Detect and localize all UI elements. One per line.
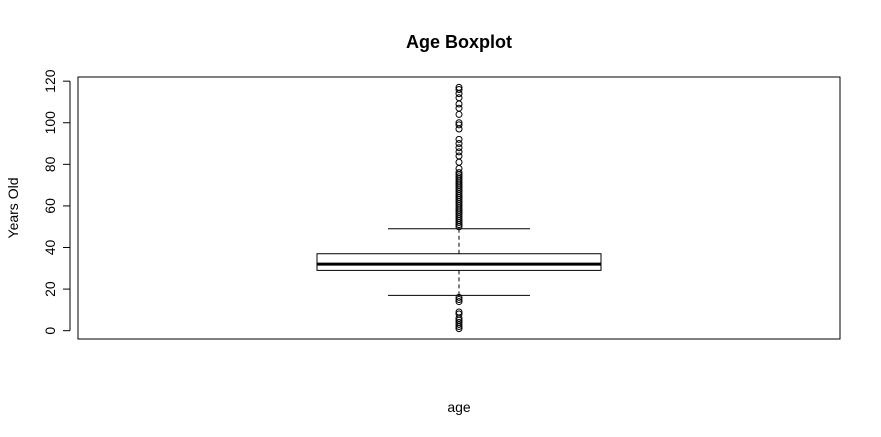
outlier-point <box>455 308 463 316</box>
outlier-point <box>455 135 463 143</box>
interquartile-box <box>316 253 602 271</box>
outlier-points <box>455 83 463 333</box>
boxplot <box>316 228 602 296</box>
plot-frame <box>77 76 841 340</box>
outlier-point <box>455 148 463 156</box>
outlier-point <box>455 318 463 326</box>
outlier-point <box>455 121 463 129</box>
outlier-point <box>455 158 463 166</box>
y-tick-label: 20 <box>42 281 58 297</box>
outlier-point <box>455 164 463 172</box>
y-axis: 0 20 40 60 80 100 120 <box>42 69 71 335</box>
y-tick-label: 40 <box>42 240 58 256</box>
outlier-point <box>455 110 463 118</box>
outlier-point <box>455 295 463 303</box>
outlier-point <box>455 173 463 181</box>
y-tick-label: 80 <box>42 156 58 172</box>
x-axis-label: age <box>447 399 471 415</box>
outlier-point <box>455 298 463 306</box>
outlier-point <box>455 169 463 177</box>
outlier-point <box>455 140 463 148</box>
outlier-point <box>455 152 463 160</box>
outlier-point <box>455 310 463 318</box>
outlier-point <box>455 119 463 127</box>
outlier-point <box>455 293 463 301</box>
chart-title: Age Boxplot <box>406 32 512 52</box>
outlier-point <box>455 85 463 93</box>
y-tick-label: 0 <box>42 327 58 335</box>
y-axis-label: Years Old <box>5 178 21 239</box>
y-tick-label: 60 <box>42 198 58 214</box>
outlier-point <box>455 94 463 102</box>
y-tick-label: 120 <box>42 69 58 93</box>
outlier-point <box>455 144 463 152</box>
outlier-point <box>455 104 463 112</box>
y-tick-label: 100 <box>42 111 58 135</box>
outlier-point <box>455 100 463 108</box>
outlier-point <box>455 83 463 91</box>
